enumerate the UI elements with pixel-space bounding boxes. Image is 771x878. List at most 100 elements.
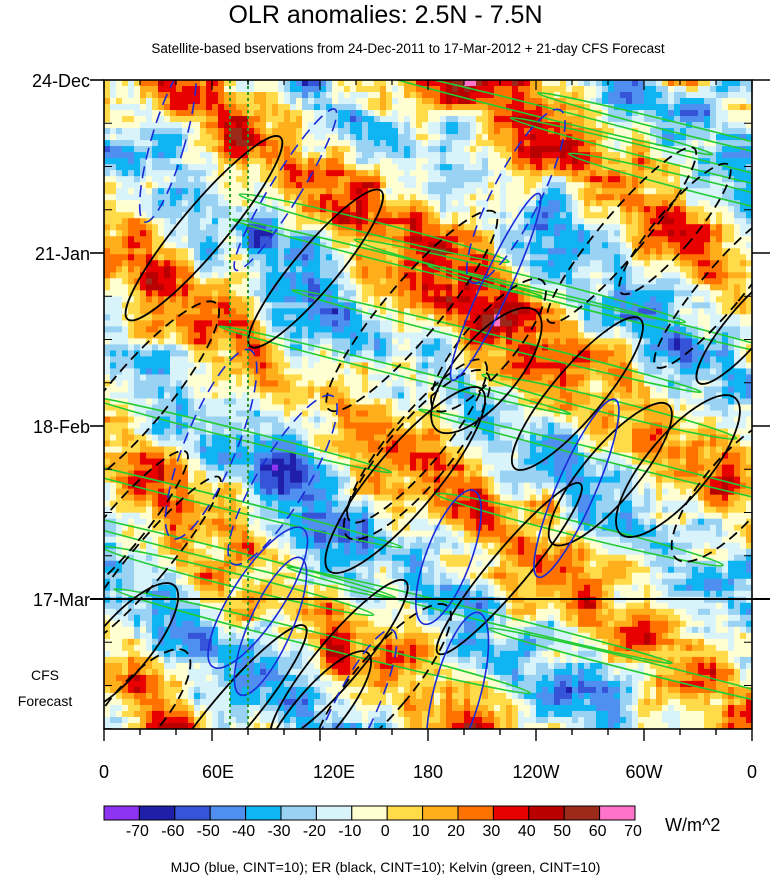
colorbar-label: 20 — [447, 823, 465, 840]
forecast-label-line2: Forecast — [17, 693, 73, 709]
x-tick-label-0: 0 — [98, 762, 109, 782]
kelvin-contour — [418, 408, 752, 515]
contour-legend: MJO (blue, CINT=10); ER (black, CINT=10)… — [170, 859, 601, 875]
mjo-contour — [227, 394, 338, 566]
er-contour — [269, 578, 409, 729]
colorbar-swatch — [103, 805, 140, 821]
y-tick-label-24-dec: 24-Dec — [31, 71, 90, 91]
colorbar-swatch — [280, 805, 317, 821]
er-contour — [104, 475, 222, 647]
mjo-contour — [533, 398, 620, 579]
plot-frame — [90, 79, 770, 741]
kelvin-contour — [231, 218, 543, 298]
er-contour — [124, 135, 284, 322]
chart-title: OLR anomalies: 2.5N - 7.5N — [228, 1, 543, 29]
colorbar-swatch — [492, 805, 530, 821]
kelvin-contour — [338, 80, 714, 156]
er-contour — [342, 369, 491, 541]
colorbar-label: 50 — [553, 823, 572, 840]
er-contour — [653, 209, 752, 369]
er-contour — [430, 306, 543, 435]
colorbar-label: 60 — [588, 823, 607, 840]
chart-subtitle: Satellite-based bservations from 24-Dec-… — [151, 41, 665, 56]
colorbar-label: 40 — [517, 823, 536, 840]
colorbar-swatch — [528, 805, 565, 821]
mjo-contour — [415, 489, 483, 626]
er-contour — [261, 650, 373, 729]
colorbar-label: -60 — [161, 823, 185, 840]
colorbar-swatch — [174, 805, 211, 821]
x-tick-label-180: 180 — [412, 762, 444, 782]
er-contour — [325, 209, 499, 413]
plot-area — [104, 80, 752, 729]
er-contour — [670, 415, 752, 563]
kelvin-contour — [238, 193, 510, 264]
colorbar-swatch — [422, 805, 459, 821]
y-tick-label-17-mar: 17-Mar — [32, 590, 90, 610]
kelvin-contour — [537, 91, 752, 172]
er-contour — [510, 316, 644, 471]
kelvin-contour — [291, 289, 702, 394]
mjo-contours — [138, 80, 620, 729]
er-contour — [430, 277, 547, 413]
mjo-contour — [465, 108, 566, 285]
colorbar-swatch — [386, 805, 424, 821]
er-contour — [104, 300, 221, 495]
units-label: W/m^2 — [665, 815, 721, 835]
er-contour — [154, 624, 308, 729]
mjo-contour — [304, 628, 398, 729]
x-tick-label-60w: 60W — [625, 762, 663, 782]
x-tick-label-120w: 120W — [512, 762, 560, 782]
colorbar-swatch — [351, 805, 388, 821]
kelvin-contour — [218, 325, 572, 415]
mjo-contour — [233, 556, 308, 697]
kelvin-contour — [353, 238, 687, 324]
er-contour — [435, 482, 583, 656]
x-tick-label-60e: 60E — [201, 762, 235, 782]
colorbar-label: -20 — [302, 823, 326, 840]
colorbar-label: -10 — [338, 823, 362, 840]
colorbar — [103, 805, 636, 821]
colorbar-label: 0 — [380, 823, 390, 840]
er-contour — [546, 146, 698, 324]
kelvin-contour — [104, 545, 375, 617]
colorbar-label: -70 — [125, 823, 149, 840]
kelvin-contour — [286, 566, 673, 665]
colorbar-label: 10 — [411, 823, 430, 840]
colorbar-label: 70 — [624, 823, 642, 840]
er-contour — [312, 603, 452, 729]
colorbar-swatch — [599, 805, 636, 821]
er-contour — [615, 394, 741, 538]
colorbar-label: 30 — [482, 823, 501, 840]
mjo-contour — [425, 611, 490, 729]
er-contour — [247, 188, 384, 349]
kelvin-contour — [104, 447, 403, 549]
forecast-label-line1: CFS — [31, 667, 59, 683]
mjo-contour — [164, 348, 258, 540]
er-contours — [104, 135, 752, 729]
mjo-contour — [449, 192, 542, 382]
mjo-contour — [138, 80, 197, 223]
y-tick-label-21-jan: 21-Jan — [34, 244, 90, 264]
colorbar-swatch — [138, 805, 176, 821]
colorbar-label: -40 — [232, 823, 256, 840]
colorbar-swatch — [563, 805, 601, 821]
colorbar-swatch — [209, 805, 247, 821]
kelvin-contour — [567, 152, 752, 232]
er-contour — [104, 648, 192, 729]
er-contour — [547, 401, 673, 547]
mjo-contour — [233, 108, 338, 272]
er-contour — [695, 267, 752, 385]
kelvin-contour — [509, 116, 752, 208]
x-tick-label-0-end: 0 — [746, 762, 757, 782]
mjo-contour — [207, 526, 309, 670]
colorbar-swatch — [245, 805, 282, 821]
x-tick-label-120e: 120E — [312, 762, 356, 782]
colorbar-label: -30 — [267, 823, 291, 840]
er-contour — [618, 162, 732, 296]
colorbar-swatch — [315, 805, 353, 821]
y-tick-label-18-feb: 18-Feb — [32, 417, 90, 437]
colorbar-swatch — [457, 805, 494, 821]
colorbar-label: -50 — [196, 823, 220, 840]
